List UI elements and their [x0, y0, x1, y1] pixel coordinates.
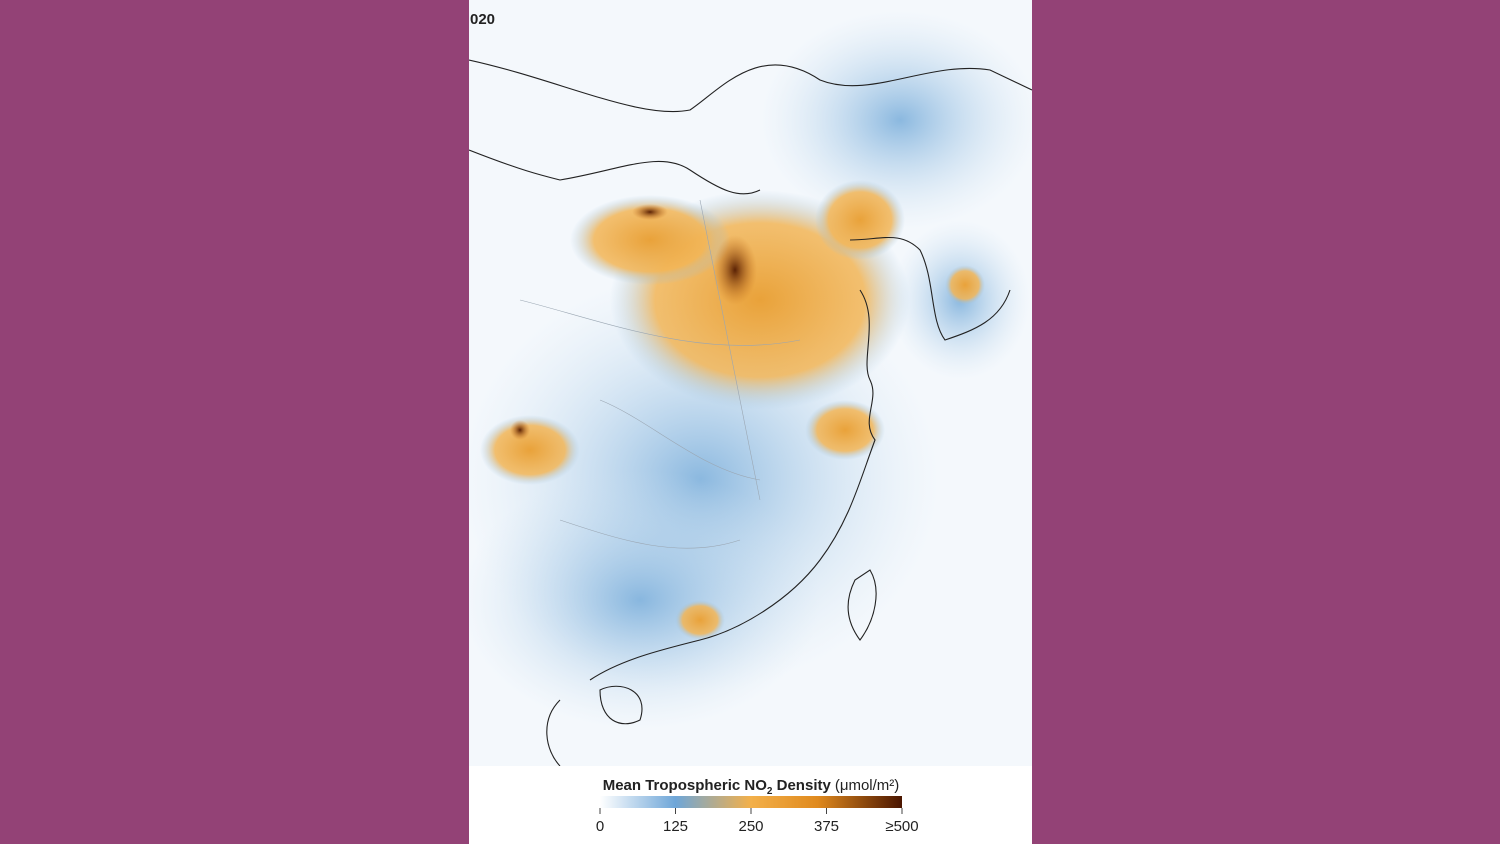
date-label: 020: [470, 11, 495, 28]
legend-title: Mean Tropospheric NO2 Density (μmol/m²): [603, 777, 900, 797]
legend-unit: (μmol/m²): [835, 777, 899, 794]
tick-label: 125: [663, 818, 688, 835]
colorbar: [600, 796, 902, 808]
tick-label: ≥500: [885, 818, 918, 835]
legend-title-sub: 2: [767, 786, 773, 797]
tick-label: 250: [738, 818, 763, 835]
tick-label: 375: [814, 818, 839, 835]
legend-title-rest: Density: [772, 777, 831, 794]
legend-title-main: Mean Tropospheric NO: [603, 777, 768, 794]
tick-label: 0: [596, 818, 604, 835]
map: 020: [469, 0, 1032, 766]
